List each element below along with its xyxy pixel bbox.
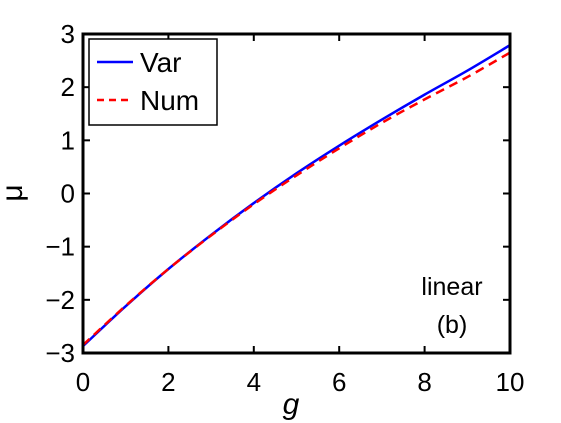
- x-tick-label: 8: [417, 367, 431, 397]
- y-tick-label: 0: [61, 179, 75, 209]
- y-tick-label: 3: [61, 19, 75, 49]
- axis-tick-labels: 0 2 4 6 8 10 −3 −2 −1 0 1 2 3: [45, 19, 524, 397]
- y-axis-label: μ: [0, 184, 29, 201]
- y-tick-label: −1: [45, 232, 75, 262]
- annotation-linear: linear: [421, 273, 482, 301]
- x-tick-label: 6: [332, 367, 346, 397]
- series-line-num: [82, 51, 511, 346]
- y-tick-label: −3: [45, 338, 75, 368]
- y-tick-label: 2: [61, 72, 75, 102]
- x-tick-label: 10: [496, 367, 525, 397]
- legend-label-num: Num: [140, 85, 199, 116]
- legend-box: [88, 38, 218, 126]
- x-tick-label: 2: [161, 367, 175, 397]
- y-tick-label: 1: [61, 125, 75, 155]
- legend: Var Num: [88, 38, 218, 126]
- x-axis-label: g: [283, 388, 300, 421]
- y-tick-label: −2: [45, 285, 75, 315]
- series-layer: [82, 44, 511, 348]
- x-tick-label: 0: [76, 367, 90, 397]
- axis-ticks: [82, 33, 511, 354]
- x-tick-label: 4: [247, 367, 261, 397]
- annotation-panel-b: (b): [437, 311, 468, 339]
- legend-label-var: Var: [140, 47, 182, 78]
